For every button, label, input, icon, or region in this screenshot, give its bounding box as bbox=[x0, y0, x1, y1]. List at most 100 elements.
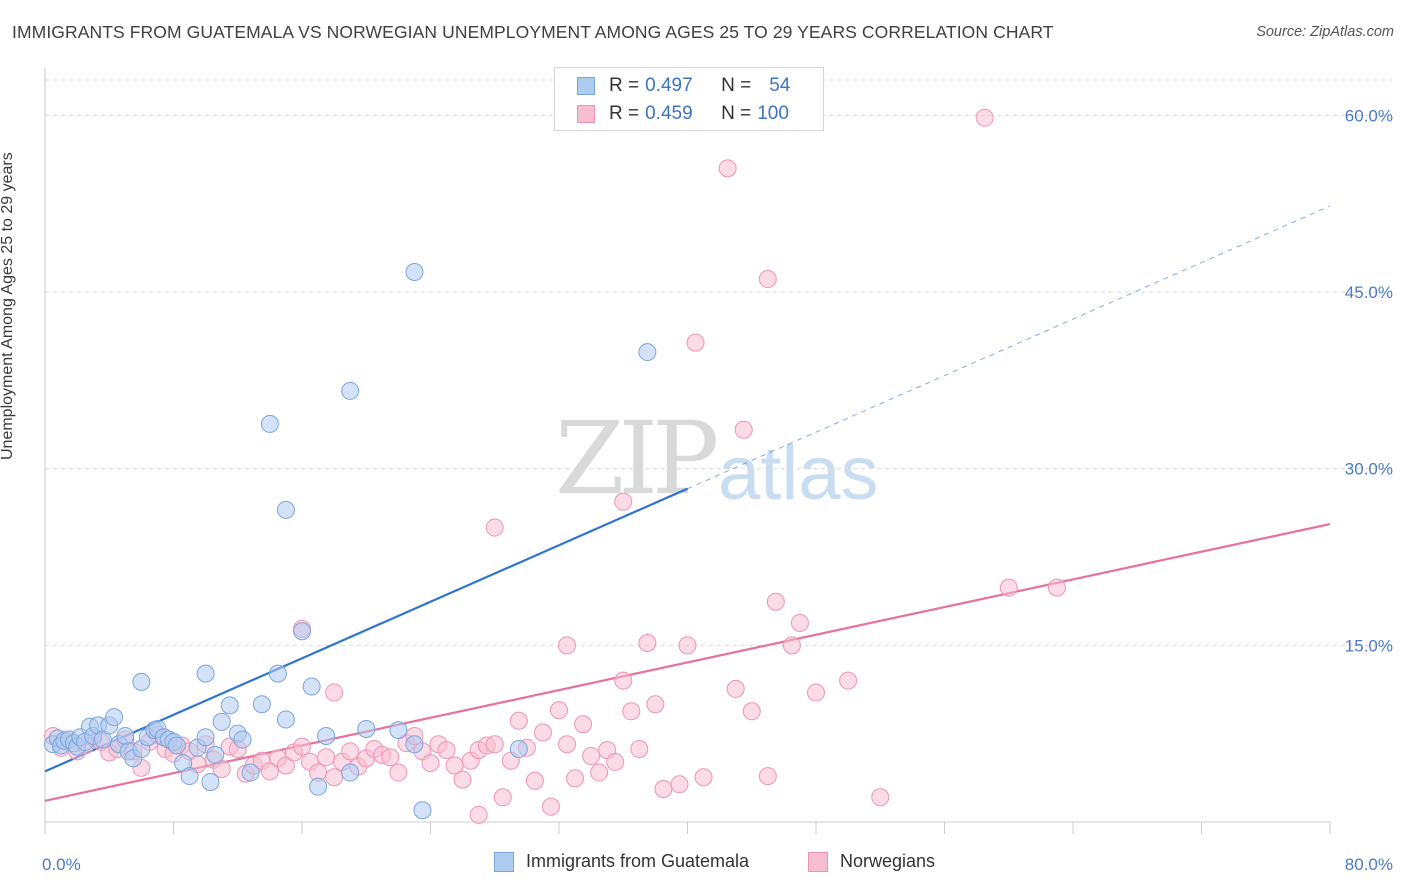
grid-lines bbox=[45, 79, 1392, 646]
data-point bbox=[317, 727, 336, 746]
data-point bbox=[533, 723, 552, 742]
data-point bbox=[839, 671, 858, 690]
data-point bbox=[132, 672, 151, 691]
data-point bbox=[405, 735, 424, 754]
x-tick-label: 80.0% bbox=[1345, 855, 1393, 874]
legend-r-label: R = bbox=[609, 103, 640, 124]
y-tick-label: 15.0% bbox=[1345, 636, 1393, 655]
data-point bbox=[622, 702, 641, 721]
data-point bbox=[590, 763, 609, 782]
data-point bbox=[196, 664, 215, 683]
legend-label-guatemala: Immigrants from Guatemala bbox=[526, 851, 750, 871]
legend-label-norwegians: Norwegians bbox=[840, 851, 936, 871]
data-point bbox=[630, 739, 649, 758]
trend-line-norwegians bbox=[44, 522, 1331, 802]
legend-swatch-pink bbox=[808, 851, 828, 872]
data-point bbox=[116, 727, 135, 746]
data-point bbox=[678, 636, 697, 655]
data-point bbox=[453, 770, 472, 789]
data-point bbox=[389, 763, 408, 782]
data-point bbox=[220, 696, 239, 715]
data-point bbox=[437, 741, 456, 760]
watermark-zip: ZIP bbox=[555, 400, 719, 517]
legend-item-guatemala[interactable]: Immigrants from Guatemala bbox=[494, 851, 749, 872]
legend-swatch-blue bbox=[577, 77, 595, 95]
data-point bbox=[413, 801, 432, 820]
y-tick-label: 30.0% bbox=[1345, 460, 1393, 479]
data-point bbox=[268, 664, 287, 683]
legend-r-value: 0.459 bbox=[645, 103, 693, 124]
data-point bbox=[550, 701, 568, 720]
data-point bbox=[646, 695, 665, 714]
tick-labels: 15.0% 30.0% 45.0% 60.0% 0.0% 80.0% bbox=[42, 106, 1393, 874]
data-point bbox=[558, 735, 577, 754]
data-point bbox=[975, 108, 994, 127]
data-point bbox=[614, 492, 633, 511]
data-point bbox=[167, 736, 186, 755]
data-point bbox=[206, 745, 225, 764]
data-point bbox=[1047, 578, 1066, 597]
data-point bbox=[670, 775, 689, 794]
data-point bbox=[525, 771, 544, 790]
data-point bbox=[357, 719, 376, 738]
y-tick-label: 60.0% bbox=[1345, 106, 1393, 125]
watermark-atlas: atlas bbox=[718, 431, 879, 516]
data-point bbox=[196, 728, 215, 747]
data-point bbox=[871, 788, 890, 807]
data-point bbox=[325, 683, 344, 702]
data-point bbox=[493, 788, 512, 807]
x-tick-label: 0.0% bbox=[42, 855, 81, 874]
data-point bbox=[509, 711, 528, 730]
data-point bbox=[293, 622, 311, 641]
data-point bbox=[276, 756, 295, 775]
source-label: Source: ZipAtlas.com bbox=[1256, 24, 1394, 40]
data-point bbox=[469, 805, 488, 824]
data-point bbox=[758, 270, 777, 289]
data-point bbox=[582, 747, 601, 766]
data-point bbox=[485, 518, 504, 537]
data-point bbox=[718, 159, 737, 178]
trend-lines bbox=[44, 205, 1331, 802]
data-point bbox=[260, 414, 279, 433]
legend-r-label: R = bbox=[609, 75, 640, 96]
legend-swatch-blue bbox=[494, 851, 514, 872]
data-point bbox=[241, 763, 260, 782]
legend-row-guatemala: R = 0.497 N = 54 bbox=[577, 74, 790, 98]
legend-item-norwegians[interactable]: Norwegians bbox=[808, 851, 935, 872]
legend-n-label: N = bbox=[721, 75, 752, 96]
data-point bbox=[790, 613, 809, 632]
data-point bbox=[341, 381, 360, 400]
data-point bbox=[309, 777, 328, 796]
legend-r-value: 0.497 bbox=[645, 75, 693, 96]
data-point bbox=[180, 767, 199, 786]
legend-swatch-pink bbox=[577, 105, 595, 123]
data-point bbox=[782, 636, 801, 655]
data-points bbox=[44, 108, 1066, 824]
data-point bbox=[260, 762, 279, 781]
data-point bbox=[766, 592, 785, 611]
series-legend: Immigrants from Guatemala Norwegians bbox=[0, 851, 1406, 879]
correlation-legend: R = 0.497 N = 54 R = 0.459 N = 100 bbox=[554, 67, 824, 131]
chart-title: IMMIGRANTS FROM GUATEMALA VS NORWEGIAN U… bbox=[12, 22, 1054, 42]
data-point bbox=[638, 343, 657, 362]
data-point bbox=[758, 767, 777, 786]
data-point bbox=[574, 715, 593, 734]
data-point bbox=[276, 710, 295, 729]
data-point bbox=[421, 754, 440, 773]
data-point bbox=[485, 735, 504, 754]
data-point bbox=[252, 695, 271, 714]
data-point bbox=[807, 683, 825, 702]
axes bbox=[44, 68, 1331, 834]
data-point bbox=[566, 769, 585, 788]
y-tick-label: 45.0% bbox=[1345, 283, 1393, 302]
data-point bbox=[509, 739, 528, 758]
data-point bbox=[293, 737, 311, 756]
data-point bbox=[201, 772, 220, 791]
data-point bbox=[638, 633, 657, 652]
data-point bbox=[726, 679, 745, 698]
data-point bbox=[654, 780, 673, 799]
data-point bbox=[389, 721, 408, 740]
data-point bbox=[212, 712, 231, 731]
data-point bbox=[405, 262, 424, 281]
